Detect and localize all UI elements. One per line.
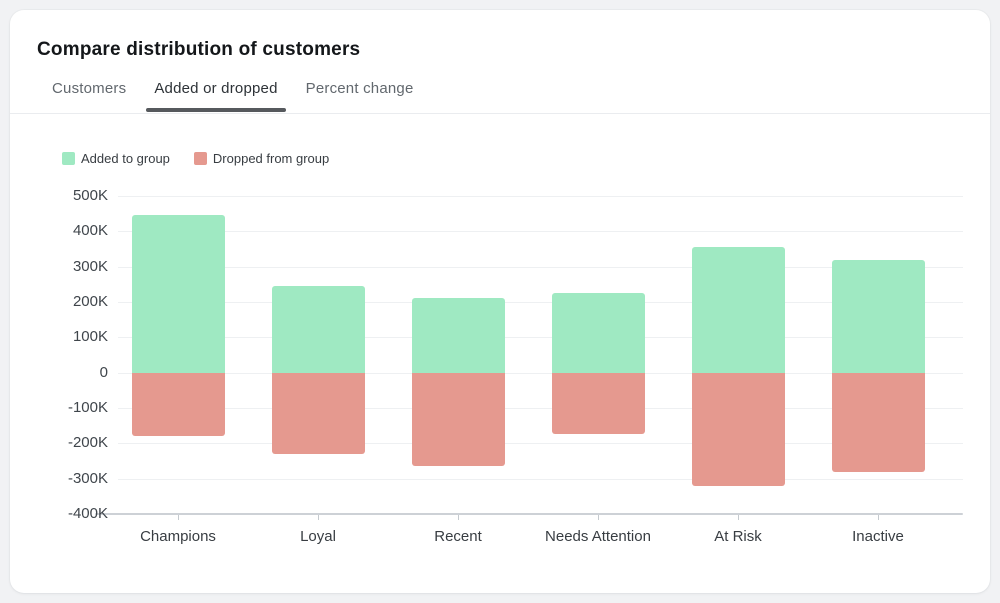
added-bar-champions[interactable] xyxy=(131,215,225,373)
axis-tick xyxy=(598,515,599,520)
legend-item-dropped[interactable]: Dropped from group xyxy=(193,151,330,166)
chart-card: Compare distribution of customers Custom… xyxy=(10,10,990,593)
gridline xyxy=(118,302,963,303)
dropped-bar-loyal[interactable] xyxy=(271,372,365,454)
axis-tick xyxy=(458,515,459,520)
legend-label: Added to group xyxy=(81,151,170,166)
tab-customers[interactable]: Customers xyxy=(52,80,127,97)
added-bar-inactive[interactable] xyxy=(831,259,925,373)
dropped-bar-at-risk[interactable] xyxy=(691,372,785,486)
gridline xyxy=(118,266,963,268)
x-axis-label-needs-attention: Needs Attention xyxy=(545,528,651,545)
dropped-bar-needs-attention[interactable] xyxy=(551,372,645,435)
gridline xyxy=(118,478,963,480)
added-bar-recent[interactable] xyxy=(411,298,505,373)
chart-legend: Added to group Dropped from group xyxy=(62,151,329,166)
axis-tick xyxy=(878,515,879,520)
y-axis-label: 300K xyxy=(72,257,108,275)
y-axis-label: 100K xyxy=(72,328,108,346)
dropped-bar-champions[interactable] xyxy=(131,372,225,437)
gridline xyxy=(118,372,963,374)
x-axis-label-champions: Champions xyxy=(140,528,216,545)
added-legend-swatch-icon xyxy=(62,152,75,165)
legend-label: Dropped from group xyxy=(212,151,330,166)
gridline xyxy=(118,408,963,409)
gridline xyxy=(118,443,963,445)
y-axis-label: -300K xyxy=(67,469,108,487)
page-title: Compare distribution of customers xyxy=(37,39,361,60)
y-axis-label: 400K xyxy=(72,222,108,240)
gridline xyxy=(118,196,963,197)
x-axis-label-inactive: Inactive xyxy=(852,528,904,545)
axis-tick xyxy=(738,515,739,520)
y-axis-label: 0 xyxy=(99,363,108,381)
dropped-bar-recent[interactable] xyxy=(411,372,505,467)
x-axis-label-at-risk: At Risk xyxy=(714,528,762,545)
legend-item-added[interactable]: Added to group xyxy=(62,151,170,166)
added-bar-at-risk[interactable] xyxy=(691,247,785,373)
y-axis-label: 500K xyxy=(72,187,108,204)
gridline xyxy=(118,337,963,339)
y-axis-label: -200K xyxy=(67,434,108,452)
added-bar-needs-attention[interactable] xyxy=(551,293,645,373)
gridline xyxy=(118,231,963,233)
y-axis-label: -400K xyxy=(67,505,108,522)
y-axis-label: -100K xyxy=(67,399,108,416)
x-axis-label-recent: Recent xyxy=(434,528,482,545)
x-axis-line xyxy=(95,513,963,515)
axis-tick xyxy=(178,515,179,520)
tab-percent-change[interactable]: Percent change xyxy=(305,80,414,97)
y-axis-label: 200K xyxy=(72,293,108,310)
tab-added-or-dropped[interactable]: Added or dropped xyxy=(146,77,286,113)
axis-tick xyxy=(318,515,319,520)
tab-bar: Customers Added or dropped Percent chang… xyxy=(10,77,990,114)
dropped-bar-inactive[interactable] xyxy=(831,372,925,472)
x-axis-label-loyal: Loyal xyxy=(300,528,336,545)
dropped-legend-swatch-icon xyxy=(193,152,207,165)
added-bar-loyal[interactable] xyxy=(271,286,365,373)
